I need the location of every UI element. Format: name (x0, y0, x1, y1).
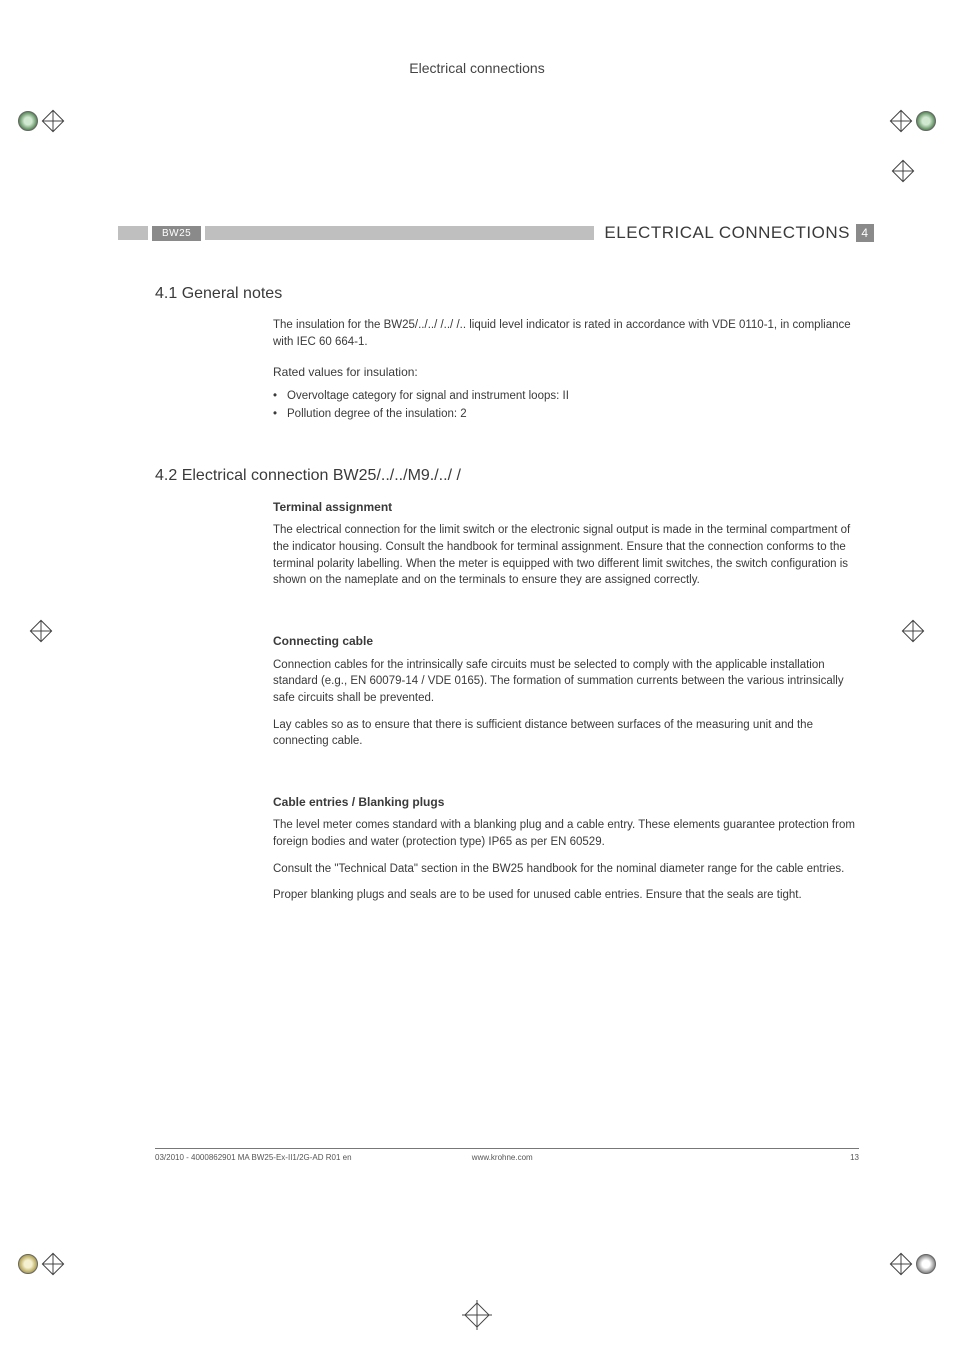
crop-mark-mid-right (902, 620, 924, 642)
crop-mark-bottom-center (462, 1300, 492, 1330)
para-terminal: The electrical connection for the limit … (273, 522, 859, 589)
crop-mark-bottom-left (18, 1253, 64, 1275)
running-header: Electrical connections (0, 60, 954, 76)
crop-mark-bottom-right (890, 1253, 936, 1275)
subhead-terminal: Terminal assignment (273, 499, 859, 516)
heading-4-2: 4.2 Electrical connection BW25/../../M9.… (155, 467, 859, 485)
para-4-1-intro: The insulation for the BW25/../../ /../ … (273, 317, 859, 350)
product-tag: BW25 (152, 226, 201, 241)
crop-mark-top-right (890, 110, 936, 132)
subhead-cable-entries: Cable entries / Blanking plugs (273, 794, 859, 811)
content-area: 4.1 General notes The insulation for the… (155, 285, 859, 914)
section-number-badge: 4 (856, 224, 874, 242)
crop-mark-mid-left (30, 620, 52, 642)
page-footer: 03/2010 - 4000862901 MA BW25-Ex-II1/2G-A… (155, 1148, 859, 1162)
crop-mark-top-left (18, 110, 64, 132)
footer-left: 03/2010 - 4000862901 MA BW25-Ex-II1/2G-A… (155, 1153, 352, 1162)
para-entries-2: Consult the "Technical Data" section in … (273, 861, 859, 878)
list-item: Overvoltage category for signal and inst… (273, 388, 859, 405)
para-cable-2: Lay cables so as to ensure that there is… (273, 717, 859, 750)
list-item: Pollution degree of the insulation: 2 (273, 406, 859, 423)
para-entries-3: Proper blanking plugs and seals are to b… (273, 887, 859, 904)
page-title: ELECTRICAL CONNECTIONS (604, 223, 850, 243)
subhead-rated-values: Rated values for insulation: (273, 364, 859, 381)
rated-values-list: Overvoltage category for signal and inst… (273, 388, 859, 423)
footer-center: www.krohne.com (472, 1153, 533, 1162)
para-cable-1: Connection cables for the intrinsically … (273, 657, 859, 707)
crop-mark-top-right-2 (892, 160, 914, 182)
subhead-connecting-cable: Connecting cable (273, 633, 859, 650)
para-entries-1: The level meter comes standard with a bl… (273, 817, 859, 850)
page-header-bar: BW25 ELECTRICAL CONNECTIONS 4 (118, 222, 874, 244)
heading-4-1: 4.1 General notes (155, 285, 859, 303)
footer-page-number: 13 (850, 1153, 859, 1162)
